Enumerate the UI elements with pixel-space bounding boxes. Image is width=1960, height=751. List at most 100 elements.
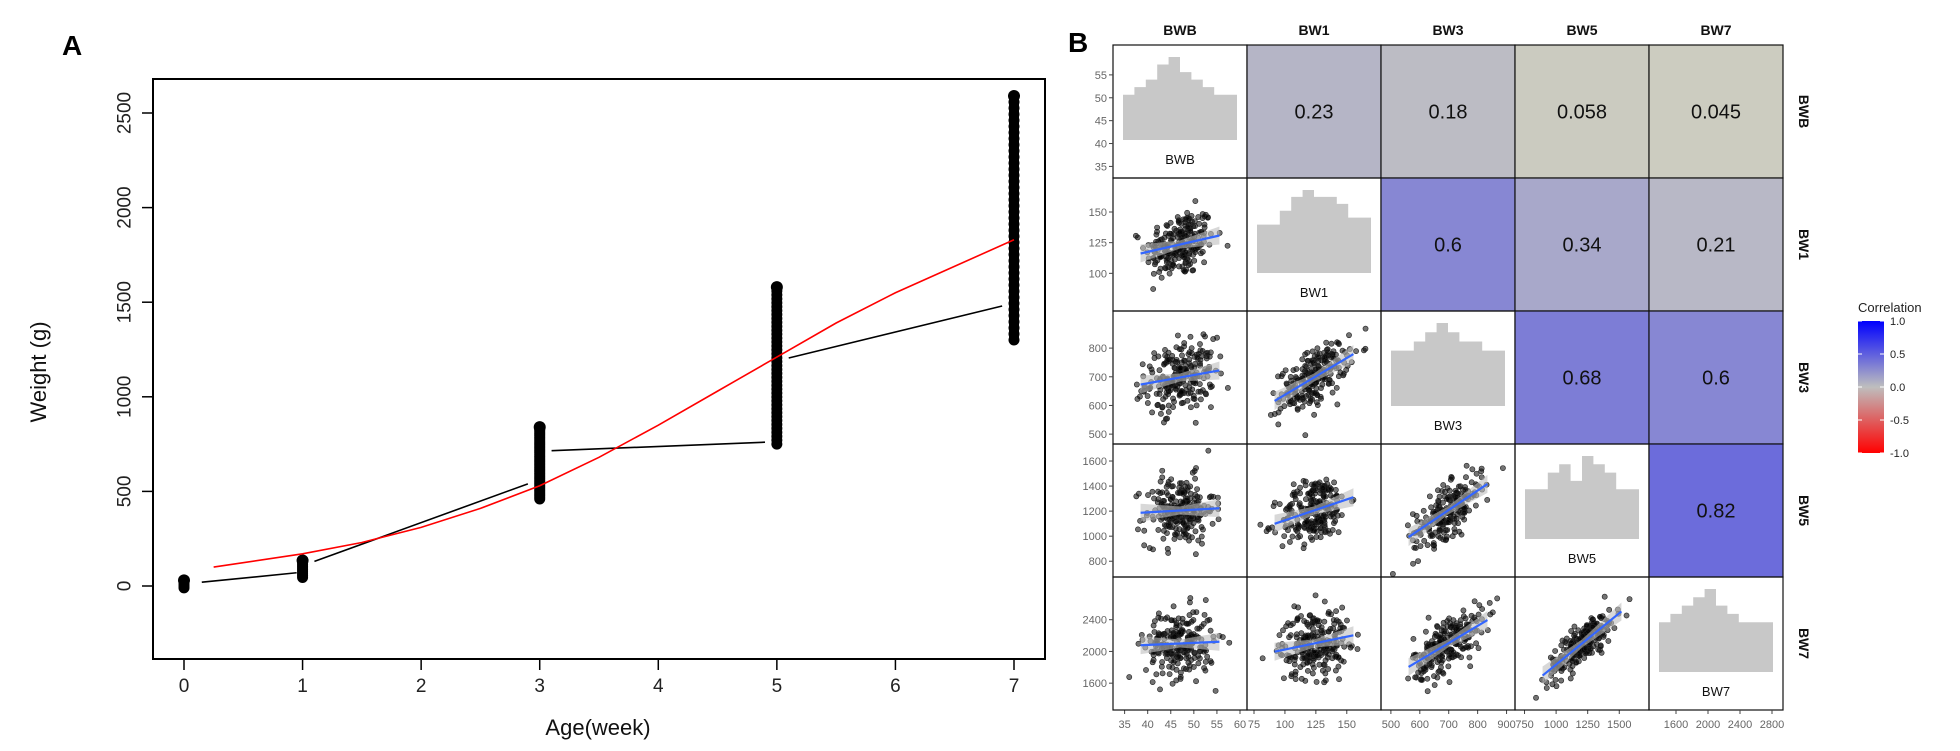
- scatter-point: [1259, 655, 1266, 662]
- scatter-point: [1208, 383, 1215, 390]
- x-tick-label: 900: [1497, 719, 1515, 731]
- y-tick-label: 0: [115, 581, 136, 592]
- scatter-point: [1606, 606, 1613, 613]
- scatter-point: [1187, 333, 1194, 340]
- x-tick-label: 4: [653, 676, 664, 697]
- scatter-point: [1224, 242, 1231, 249]
- scatter-point: [1450, 649, 1457, 655]
- row-header: BW7: [1796, 628, 1812, 659]
- scatter-point: [1299, 356, 1306, 363]
- scatter-point: [1168, 265, 1175, 272]
- data-point: [1008, 89, 1020, 102]
- scatter-point: [1187, 261, 1193, 267]
- data-point: [296, 554, 309, 567]
- x-tick-label: 1600: [1664, 719, 1688, 731]
- scatter-point: [1190, 267, 1197, 274]
- legend-title: Correlation: [1858, 300, 1922, 315]
- y-tick-label: 1400: [1083, 481, 1107, 493]
- x-tick-label: 55: [1211, 719, 1223, 731]
- scatter-point: [1181, 665, 1187, 672]
- scatter-point: [1159, 670, 1166, 677]
- scatter-point: [1303, 496, 1309, 503]
- scatter-point: [1201, 221, 1208, 228]
- scatter-point: [1281, 533, 1288, 540]
- scatter-point: [1420, 507, 1427, 514]
- scatter-point: [1212, 687, 1219, 694]
- scatter-point: [1294, 405, 1301, 412]
- scatter-point: [1317, 534, 1324, 541]
- scatter-point: [1310, 656, 1317, 663]
- scatter-point: [1438, 664, 1444, 671]
- scatter-point: [1463, 474, 1469, 481]
- scatter-point: [1553, 683, 1560, 690]
- column-header: BW1: [1298, 22, 1329, 38]
- x-tick-label: 100: [1276, 719, 1294, 731]
- y-axis-label: Weight (g): [26, 321, 51, 422]
- scatter-point: [1137, 393, 1143, 400]
- correlation-value: 0.6: [1434, 235, 1462, 257]
- scatter-point: [1179, 263, 1186, 270]
- scatter-point: [1455, 520, 1461, 527]
- scatter-point: [1145, 492, 1151, 498]
- scatter-point: [1312, 366, 1319, 372]
- column-header: BW5: [1566, 22, 1597, 38]
- scatter-point: [1170, 395, 1176, 402]
- scatter-point: [1301, 655, 1307, 661]
- correlation-cell: [1381, 178, 1515, 311]
- scatter-point: [1449, 622, 1456, 629]
- growth-chart: 0 1 2 3 4 5 6 7 0 500 1000 1500 2000 2500 Age(week) Wei…: [26, 78, 1046, 740]
- scatter-point: [1293, 631, 1300, 638]
- scatter-point: [1207, 627, 1214, 634]
- x-tick-label: 150: [1338, 719, 1356, 731]
- y-tick-label: 2000: [1083, 646, 1107, 658]
- scatter-point: [1588, 615, 1595, 622]
- scatter-point: [1335, 529, 1342, 536]
- scatter-point: [1321, 598, 1328, 605]
- scatter-point: [1460, 613, 1467, 620]
- correlation-cell: [1515, 45, 1649, 178]
- scatter-point: [1573, 659, 1580, 666]
- scatter-point: [1144, 400, 1151, 406]
- scatter-point: [1567, 675, 1574, 682]
- row-header: BW5: [1796, 495, 1812, 526]
- scatter-point: [1426, 641, 1432, 648]
- y-tick-label: 500: [1089, 429, 1107, 441]
- scatter-point: [1161, 419, 1167, 426]
- scatter-point: [1192, 419, 1199, 426]
- scatter-point: [1439, 669, 1446, 676]
- scatter-point: [1133, 381, 1140, 388]
- scatter-point: [1154, 224, 1161, 231]
- fit-line: [1140, 507, 1220, 514]
- scatter-point: [1413, 674, 1420, 681]
- scatter-point: [1285, 620, 1291, 627]
- scatter-point: [1194, 354, 1201, 361]
- scatter-point: [1329, 646, 1336, 653]
- fit-line: [1140, 640, 1220, 647]
- scatter-point: [1296, 502, 1303, 508]
- scatter-point: [1552, 676, 1559, 683]
- x-tick-label: 600: [1411, 719, 1429, 731]
- scatter-point: [1199, 387, 1206, 394]
- scatter-point: [1318, 624, 1325, 631]
- scatter-point: [1475, 611, 1482, 618]
- scatter-point: [1191, 218, 1198, 225]
- data-point: [178, 574, 190, 587]
- legend-colorbar: [1858, 321, 1884, 453]
- scatter-point: [1362, 325, 1369, 332]
- scatter-point: [1436, 526, 1443, 533]
- segment-line: [788, 305, 1003, 359]
- scatter-point: [1322, 493, 1329, 500]
- fit-line: [1140, 369, 1220, 386]
- scatter-point: [1276, 501, 1283, 507]
- scatter-point: [1445, 519, 1451, 526]
- fit-line: [1274, 353, 1354, 402]
- scatter-point: [1334, 339, 1340, 346]
- scatter-point: [1176, 346, 1183, 352]
- scatter-point: [1202, 597, 1209, 603]
- scatter-point: [1427, 533, 1434, 539]
- scatter-point: [1335, 654, 1342, 661]
- correlation-value: 0.82: [1697, 501, 1736, 523]
- scatter-point: [1184, 209, 1191, 216]
- scatter-point: [1182, 382, 1189, 389]
